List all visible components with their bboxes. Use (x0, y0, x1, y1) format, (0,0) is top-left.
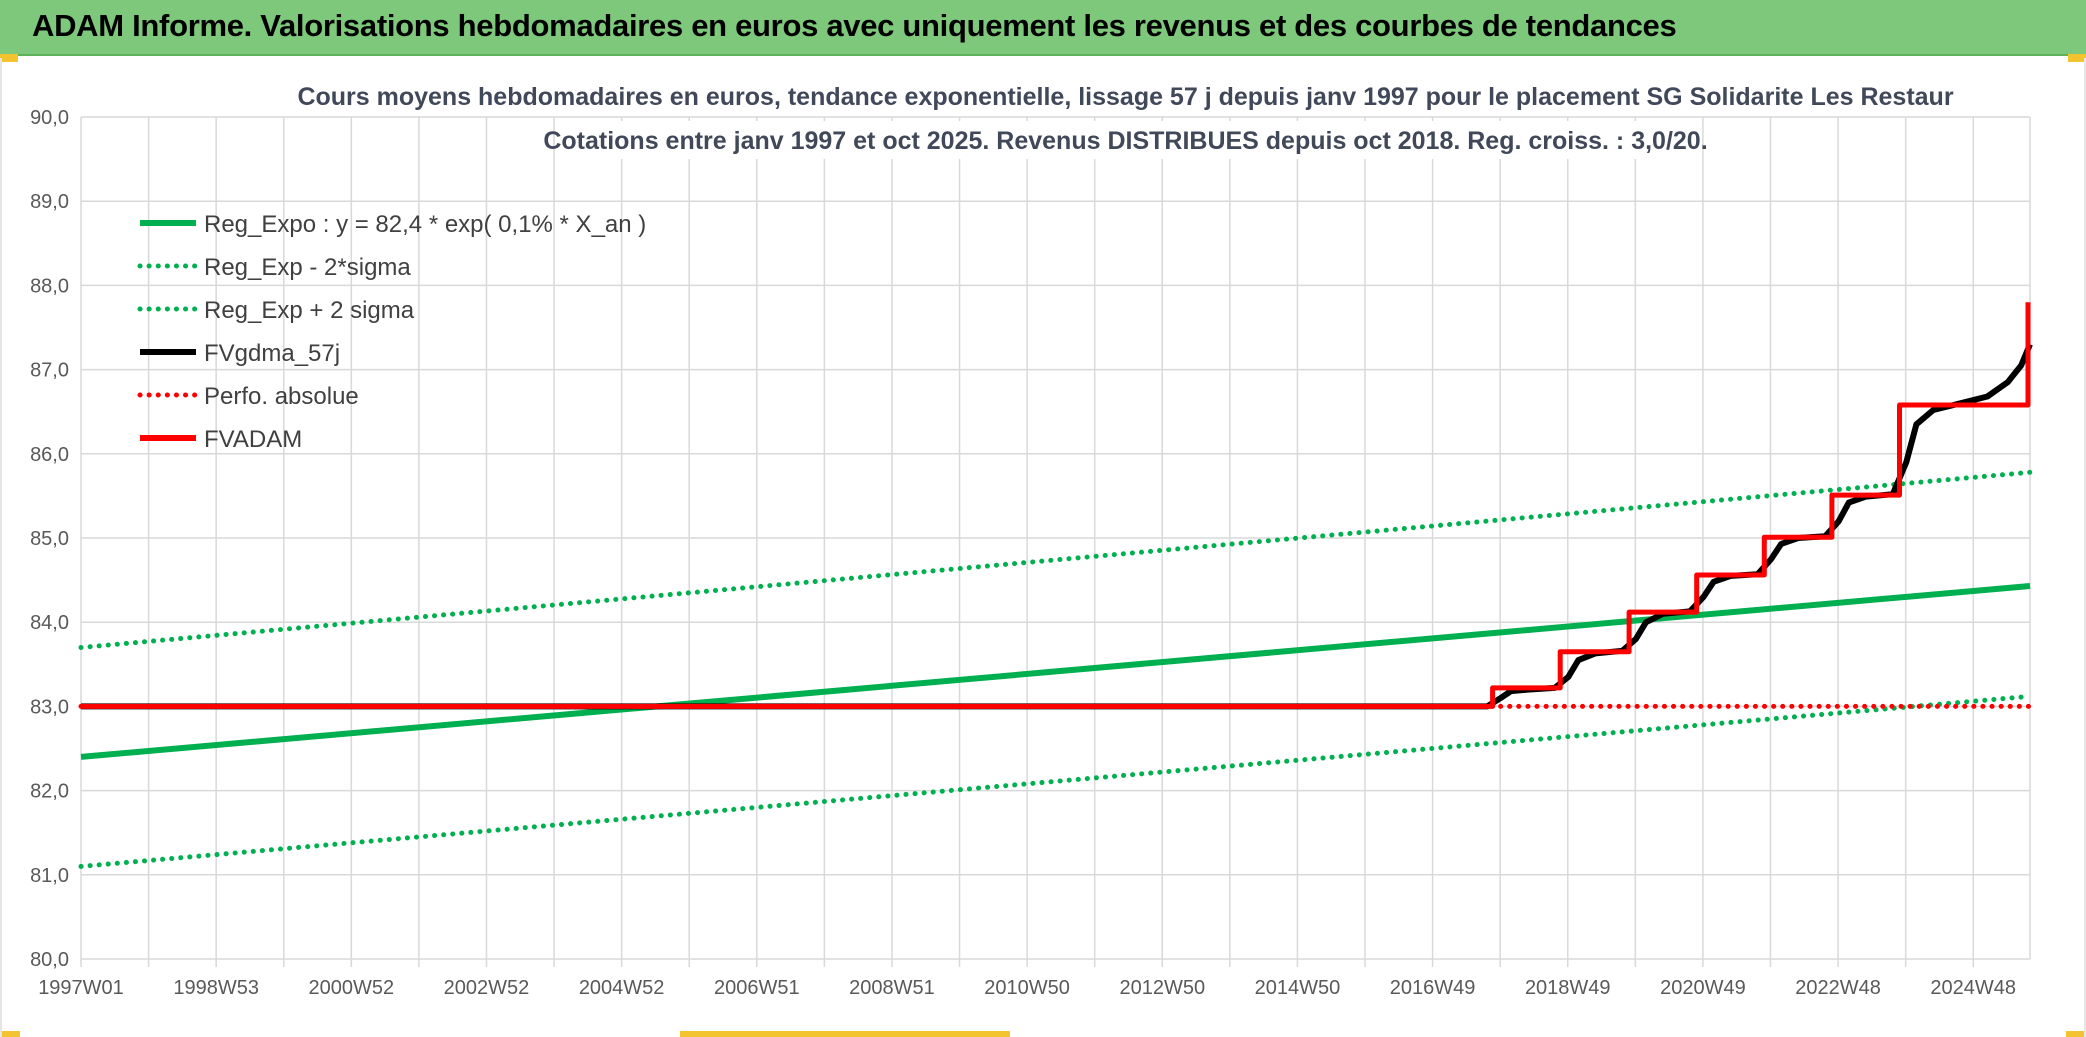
grid (80, 116, 2031, 967)
y-tick-label: 82,0 (30, 781, 69, 803)
x-tick-label: 2002W52 (444, 977, 530, 999)
bottom-marker (2066, 1031, 2086, 1037)
legend-label: FVADAM (204, 426, 302, 453)
legend-label: FVgdma_57j (204, 340, 340, 367)
report-title: ADAM Informe. Valorisations hebdomadaire… (32, 8, 1677, 43)
legend-label: Reg_Expo : y = 82,4 * exp( 0,1% * X_an ) (204, 211, 646, 238)
bottom-marker (680, 1031, 1010, 1037)
series-line-2 (78, 469, 2033, 650)
x-tick-label: 2022W48 (1795, 977, 1881, 999)
corner-marker (2068, 54, 2086, 62)
corner-marker (0, 54, 18, 62)
legend-label: Reg_Exp + 2 sigma (204, 297, 415, 324)
chart-title-line: Cotations entre janv 1997 et oct 2025. R… (543, 127, 1707, 155)
chart-area: 80,0 81,0 82,0 83,0 84,0 85,0 86,0 87,0 88,0 89,0… (0, 58, 2086, 1037)
x-tick-label: 2014W50 (1255, 977, 1341, 999)
x-tick-label: 1997W01 (38, 977, 124, 999)
y-tick-label: 89,0 (30, 191, 69, 213)
x-tick-label: 2020W49 (1660, 977, 1746, 999)
legend: Reg_Expo : y = 82,4 * exp( 0,1% * X_an )… (137, 211, 646, 453)
series-line-5 (81, 302, 2031, 709)
header-bar: ADAM Informe. Valorisations hebdomadaire… (0, 0, 2086, 56)
bottom-marker (0, 1031, 20, 1037)
y-tick-label: 87,0 (30, 360, 69, 382)
title-background (345, 77, 1906, 115)
y-tick-label: 85,0 (30, 528, 69, 550)
x-tick-label: 2010W50 (984, 977, 1070, 999)
series-line-1 (78, 693, 2033, 869)
x-tick-label: 2004W52 (579, 977, 665, 999)
title-background (580, 121, 1671, 159)
x-tick-label: 2016W49 (1390, 977, 1476, 999)
y-tick-label: 80,0 (30, 949, 69, 971)
series (78, 302, 2033, 869)
x-tick-label: 2008W51 (849, 977, 935, 999)
line-chart: 80,0 81,0 82,0 83,0 84,0 85,0 86,0 87,0 88,0 89,0… (30, 77, 2033, 999)
y-tick-label: 83,0 (30, 696, 69, 718)
y-tick-label: 86,0 (30, 444, 69, 466)
x-tick-label: 2018W49 (1525, 977, 1611, 999)
y-tick-label: 90,0 (30, 107, 69, 129)
series-line-0 (80, 583, 2031, 760)
x-tick-label: 2024W48 (1930, 977, 2016, 999)
x-tick-label: 2006W51 (714, 977, 800, 999)
y-tick-label: 84,0 (30, 612, 69, 634)
legend-label: Reg_Exp - 2*sigma (204, 254, 411, 281)
x-tick-label: 2000W52 (309, 977, 395, 999)
series-line-3 (81, 343, 2033, 710)
chart-title-line: Cours moyens hebdomadaires en euros, ten… (297, 83, 1953, 111)
axes: 80,0 81,0 82,0 83,0 84,0 85,0 86,0 87,0 88,0 89,0… (30, 107, 2016, 999)
legend-label: Perfo. absolue (204, 383, 359, 410)
chart-title: Cours moyens hebdomadaires en euros, ten… (297, 77, 1954, 159)
x-tick-label: 2012W50 (1119, 977, 1205, 999)
x-tick-label: 1998W53 (173, 977, 259, 999)
y-tick-label: 81,0 (30, 865, 69, 887)
y-tick-label: 88,0 (30, 275, 69, 297)
